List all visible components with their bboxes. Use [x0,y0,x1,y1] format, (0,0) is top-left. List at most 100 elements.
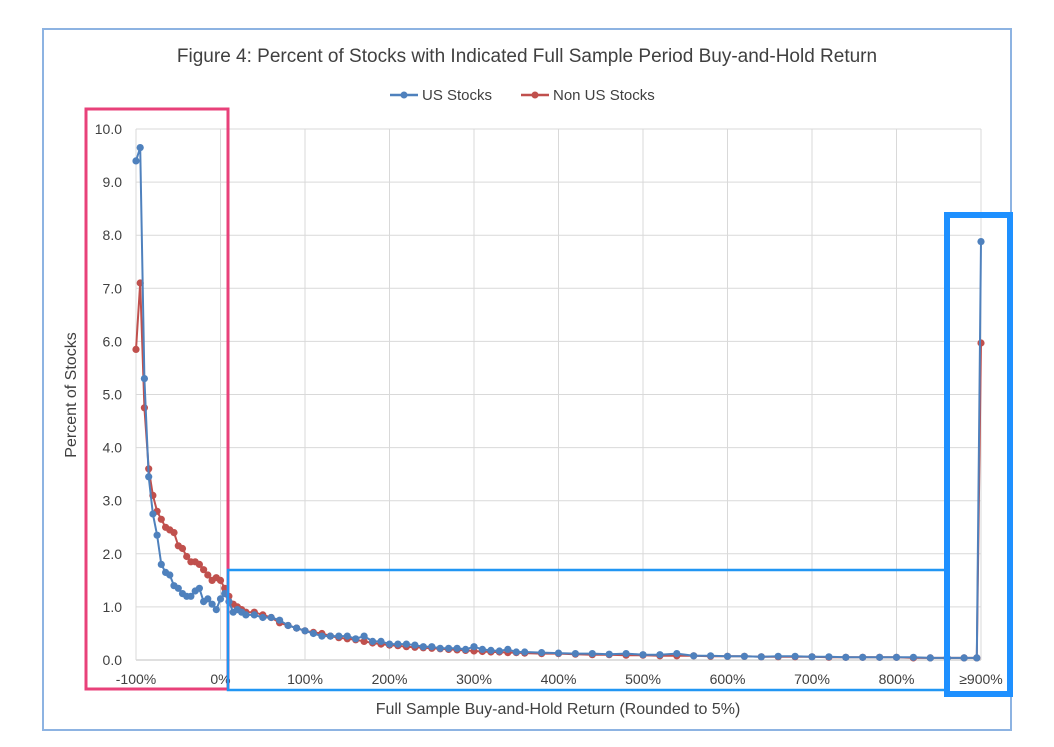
highlight-box-middle [226,568,948,692]
x-tick-label: 200% [372,671,408,687]
data-point-us [411,641,419,649]
data-point-non-us [132,345,140,353]
data-point-us [487,646,495,655]
x-tick-label: 500% [625,671,661,687]
data-point-us [428,643,436,651]
y-tick-label: 4.0 [103,440,123,456]
y-tick-label: 8.0 [103,227,123,243]
data-point-us [153,531,161,539]
data-point-non-us [195,560,203,569]
data-point-us [973,654,981,662]
chart-title: Figure 4: Percent of Stocks with Indicat… [177,46,877,67]
y-tick-label: 6.0 [103,333,123,349]
x-tick-label: ≥900% [959,671,1003,687]
data-point-us [656,651,664,659]
data-point-us [145,473,153,481]
data-point-us [187,592,195,600]
data-point-us [504,645,512,654]
highlight-box-right [944,212,1013,697]
data-point-us [136,144,144,152]
legend-label-us: US Stocks [422,87,492,104]
data-point-us [622,650,630,658]
gridlines [135,128,982,661]
data-point-us [250,611,258,619]
y-tick-label: 7.0 [103,280,123,296]
y-tick-label: 3.0 [103,493,123,509]
data-point-us [221,590,229,598]
data-point-us [926,654,934,662]
data-point-us [690,652,698,660]
data-point-us [740,652,749,660]
data-point-us [276,616,284,624]
data-point-us [673,650,681,658]
data-point-us [757,653,765,661]
data-point-non-us [140,404,148,412]
data-point-us [588,650,596,658]
data-point-us [360,632,368,640]
x-tick-label: -100% [116,671,156,687]
data-point-us [436,644,444,652]
data-point-us [267,613,275,622]
data-point-non-us [360,637,368,646]
data-point-us [132,157,140,165]
data-point-us [212,606,220,614]
data-point-us [876,653,884,661]
data-point-us [140,375,148,383]
data-point-us [402,640,410,648]
data-point-non-us [200,566,208,574]
legend: US Stocks Non US Stocks [390,87,655,104]
series-layer [132,144,985,662]
data-point-us [495,647,503,655]
data-point-us [369,637,377,646]
data-point-non-us [183,552,191,561]
data-point-us [859,653,867,661]
data-point-us [909,653,918,661]
data-point-us [377,637,385,646]
data-point-us [385,640,394,648]
x-axis-title: Full Sample Buy-and-Hold Return (Rounded… [376,701,741,718]
data-point-us [538,649,546,657]
x-tick-label: 0% [210,671,230,687]
legend-item-non-us: Non US Stocks [521,87,655,104]
data-point-us [977,238,985,246]
data-point-us [352,635,360,643]
x-tick-label: 100% [287,671,323,687]
data-point-us [318,632,326,640]
data-point-us [639,651,647,659]
x-axis-tick-labels: -100% 0% 100% 200% 300% 400% 500% 600% 700% 800% ≥… [116,671,1003,687]
y-tick-label: 5.0 [103,387,123,403]
data-point-non-us [157,515,165,523]
data-point-us [335,632,343,640]
data-point-us [470,643,478,651]
legend-label-non-us: Non US Stocks [553,87,655,104]
data-point-non-us [170,529,178,537]
x-tick-label: 300% [456,671,492,687]
chart-frame [42,28,1012,731]
x-tick-label: 700% [794,671,830,687]
data-point-us [453,644,461,652]
x-tick-label: 400% [541,671,577,687]
data-point-us [462,645,470,654]
data-point-us [259,613,267,622]
legend-marker-us [400,91,408,99]
data-point-us [605,650,613,658]
data-point-us [204,595,212,603]
data-point-us [301,627,309,635]
data-point-us [174,584,182,592]
data-point-us [216,595,225,603]
data-point-us [208,600,216,608]
highlight-box-left [84,107,230,691]
data-point-us [892,653,901,661]
data-point-us [825,653,833,661]
data-point-us [309,629,317,638]
data-point-us [960,654,968,662]
data-point-us [478,645,486,654]
data-point-us [808,653,816,661]
data-point-us [723,652,732,660]
data-point-non-us [221,584,229,592]
x-tick-label: 800% [879,671,915,687]
y-tick-label: 9.0 [103,174,123,190]
data-point-us [774,652,782,660]
data-point-us [571,650,580,658]
